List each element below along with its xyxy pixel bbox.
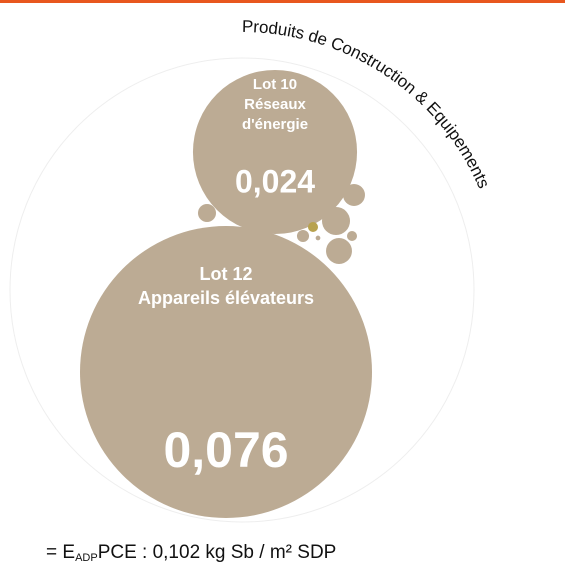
footer-suffix: PCE : 0,102 kg Sb / m² SDP: [98, 542, 337, 563]
bubble: [321, 206, 351, 236]
bubble-label: Lot 10: [253, 76, 297, 93]
bubble-label: Appareils élévateurs: [138, 288, 314, 308]
bubble: [346, 230, 358, 242]
bubble: [343, 184, 365, 206]
bubble: [80, 226, 372, 518]
bubble-label: Lot 12: [199, 264, 252, 284]
bubble: [315, 235, 321, 241]
outer-circle: [9, 57, 475, 523]
footer-subscript: ADP: [75, 552, 98, 564]
bubble-label: d'énergie: [242, 116, 308, 133]
footer: = EADPPCE : 0,102 kg Sb / m² SDP: [46, 542, 336, 564]
bubble: [192, 69, 358, 235]
bubble: [197, 203, 217, 223]
value-label: 0,076: [163, 422, 288, 478]
bubble-label: Réseaux: [244, 96, 306, 113]
bubble: [326, 238, 352, 264]
top-rule: [0, 0, 565, 3]
footer-prefix: = E: [46, 542, 75, 563]
bubble: [296, 229, 310, 243]
bubble: [307, 221, 319, 233]
value-label: 0,024: [235, 163, 315, 199]
